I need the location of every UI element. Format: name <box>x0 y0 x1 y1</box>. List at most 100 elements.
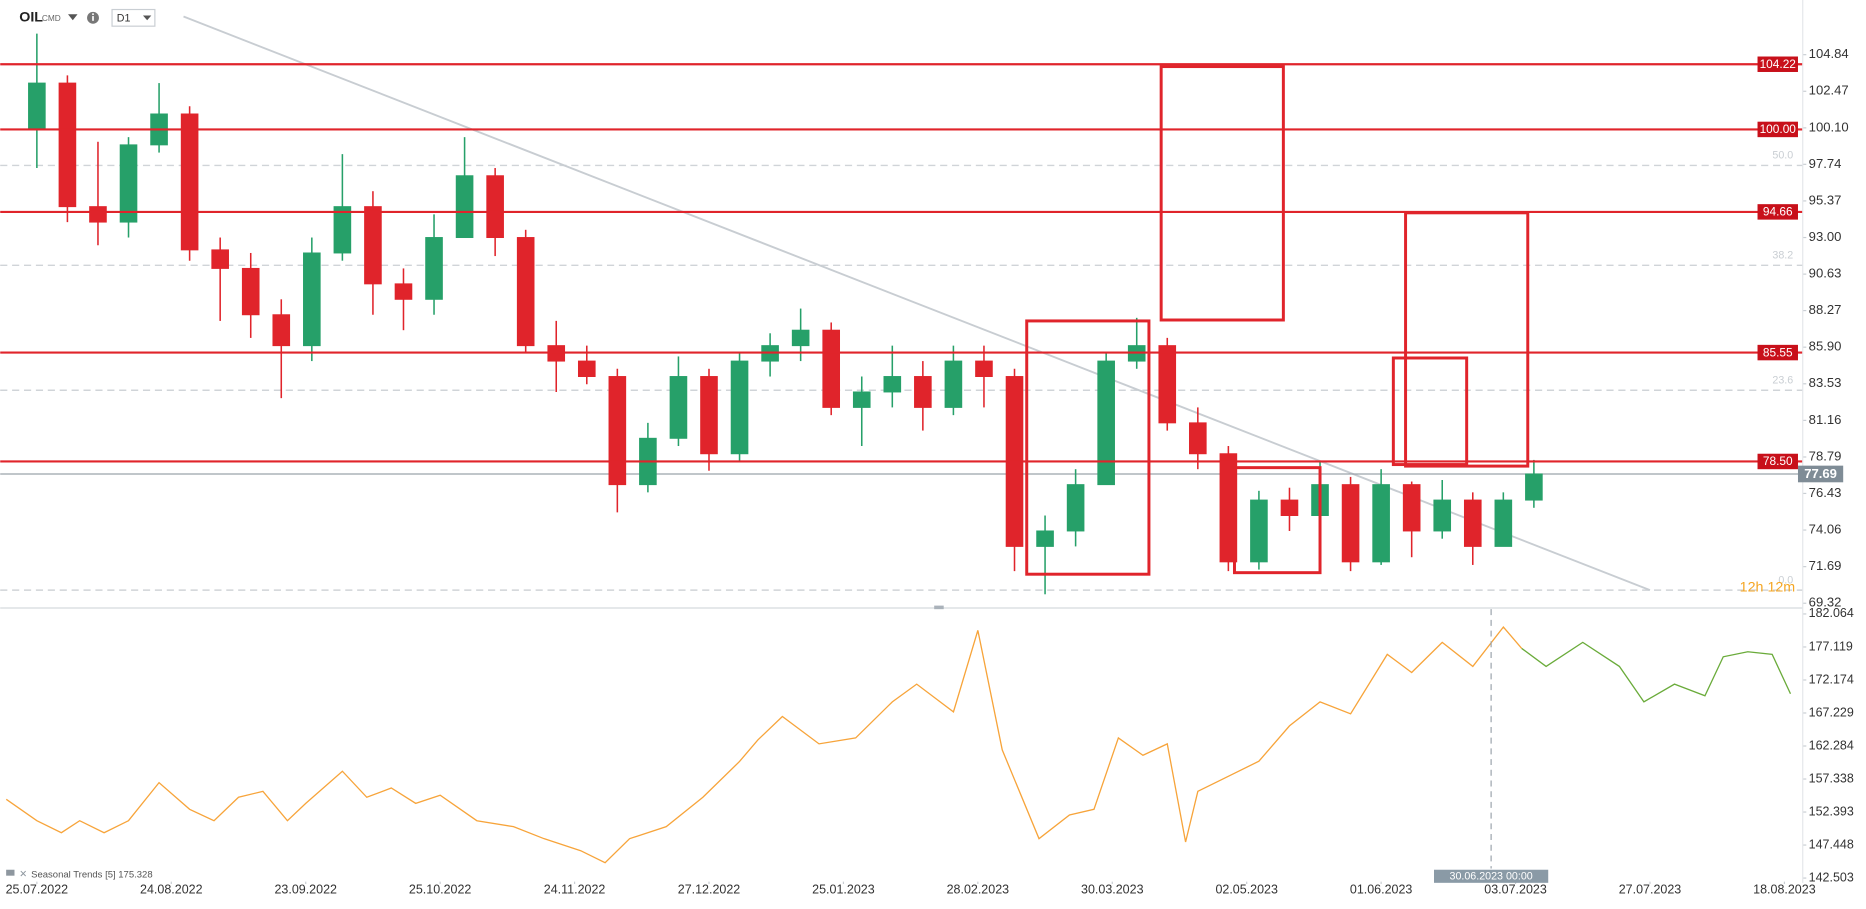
candle-body <box>1189 422 1207 455</box>
x-tick-label: 02.05.2023 <box>1215 882 1278 896</box>
y-tick-label: 69.32 <box>1809 595 1842 610</box>
candle-body <box>669 376 688 439</box>
candle-body <box>1219 453 1238 563</box>
bar-countdown: 12h 12m <box>1740 580 1796 596</box>
y-tick-label: 102.47 <box>1809 83 1849 98</box>
candle-body <box>700 376 718 455</box>
x-tick-label: 25.01.2023 <box>812 882 875 896</box>
crosshair-label: 30.06.2023 00:00 <box>1450 871 1533 883</box>
x-tick-label: 25.07.2022 <box>6 882 69 896</box>
y-tick-label: 177.119 <box>1809 639 1853 653</box>
candle-body <box>1036 530 1054 547</box>
candle-body <box>608 376 627 486</box>
y-tick-label: 147.448 <box>1809 837 1854 851</box>
y-tick-label: 90.63 <box>1809 266 1842 281</box>
candle-body <box>975 360 993 377</box>
series-line <box>1521 641 1792 703</box>
candle-body <box>455 175 474 239</box>
level-label-box <box>1757 204 1798 220</box>
indicator-name: Seasonal Trends <box>31 869 103 880</box>
candle-body <box>730 360 749 455</box>
y-tick-label: 104.84 <box>1809 46 1849 61</box>
candle-body <box>852 391 871 408</box>
crosshair-label-box <box>1434 869 1549 883</box>
candle-body <box>425 237 443 300</box>
candle-body <box>516 237 535 347</box>
candle-body <box>1097 360 1115 486</box>
candle-body <box>577 360 596 377</box>
y-tick-label: 162.284 <box>1809 738 1854 752</box>
candle-body <box>1158 345 1177 424</box>
level-label: 104.22 <box>1760 57 1796 71</box>
candle-body <box>89 206 107 223</box>
x-tick-label: 28.02.2023 <box>947 882 1010 896</box>
fib-label: 38.2 <box>1772 250 1793 262</box>
level-label-box <box>1757 344 1798 361</box>
last-price-box <box>1797 465 1844 483</box>
fib-label: 50.0 <box>1772 150 1793 162</box>
y-tick-label: 157.338 <box>1809 771 1854 785</box>
candle-body <box>394 283 413 300</box>
level-label-box <box>1757 56 1798 72</box>
timeframe: D1 <box>117 12 131 24</box>
candle-body <box>58 82 77 208</box>
level-label: 100.00 <box>1760 122 1797 136</box>
candle-body <box>822 329 841 408</box>
indicator-period: [5] <box>105 869 116 880</box>
indicator-close[interactable]: ✕ <box>19 869 27 880</box>
candle-body <box>1341 484 1360 563</box>
info-icon-dot <box>92 13 94 15</box>
x-tick-label: 30.03.2023 <box>1081 882 1144 896</box>
candle-body <box>28 82 46 130</box>
x-tick-label: 24.11.2022 <box>544 882 606 896</box>
candle-body <box>791 329 810 347</box>
symbol[interactable]: OIL <box>19 10 43 26</box>
symbol-dropdown[interactable] <box>68 14 78 21</box>
plot-layer <box>0 33 1803 864</box>
pane-handle[interactable] <box>934 605 944 610</box>
candle-body <box>1066 484 1085 532</box>
fib-label: 0.0 <box>1778 574 1793 586</box>
last-price-label: 77.69 <box>1804 466 1837 481</box>
candle-body <box>364 206 382 285</box>
candle-body <box>303 252 321 347</box>
y-tick-label: 83.53 <box>1809 375 1842 390</box>
y-tick-label: 88.27 <box>1809 302 1842 317</box>
candle-body <box>1525 473 1543 501</box>
candle-body <box>119 144 138 223</box>
candle-body <box>1372 484 1390 563</box>
fib-label: 23.6 <box>1772 375 1793 387</box>
info-icon-stem <box>92 16 94 21</box>
candle-body <box>333 206 352 254</box>
y-tick-label: 78.79 <box>1809 448 1842 463</box>
y-tick-label: 95.37 <box>1809 192 1842 207</box>
y-tick-label: 167.229 <box>1809 705 1854 719</box>
timeframe-select[interactable] <box>111 8 156 27</box>
x-tick-label: 03.07.2023 <box>1484 882 1547 896</box>
indicator-icon[interactable] <box>6 869 15 876</box>
series-line <box>5 625 1523 864</box>
candle-body <box>914 376 932 408</box>
candle-body <box>883 376 902 393</box>
zone-box <box>1159 65 1285 322</box>
zone-box <box>1391 356 1469 467</box>
x-tick-label: 27.12.2022 <box>678 882 741 896</box>
y-tick-label: 85.90 <box>1809 339 1842 354</box>
symbol-type: CMD <box>42 13 61 23</box>
candle-body <box>486 175 504 239</box>
candle-body <box>211 249 229 269</box>
candle-body <box>1280 499 1299 516</box>
y-tick-label: 81.16 <box>1809 412 1842 427</box>
candle-body <box>1250 499 1268 563</box>
level-label: 94.66 <box>1763 205 1793 219</box>
indicator-value: 175.328 <box>118 869 152 880</box>
candle-body <box>272 314 291 347</box>
indicator-legend: Seasonal Trends [5] 175.328 <box>31 869 152 880</box>
x-tick-label: 24.08.2022 <box>140 882 203 896</box>
level-label: 78.50 <box>1763 454 1793 468</box>
level-label-box <box>1757 121 1798 138</box>
candle-body <box>1494 499 1513 547</box>
y-tick-label: 93.00 <box>1809 229 1842 244</box>
candle-body <box>1463 499 1482 547</box>
y-tick-label: 71.69 <box>1809 558 1842 573</box>
